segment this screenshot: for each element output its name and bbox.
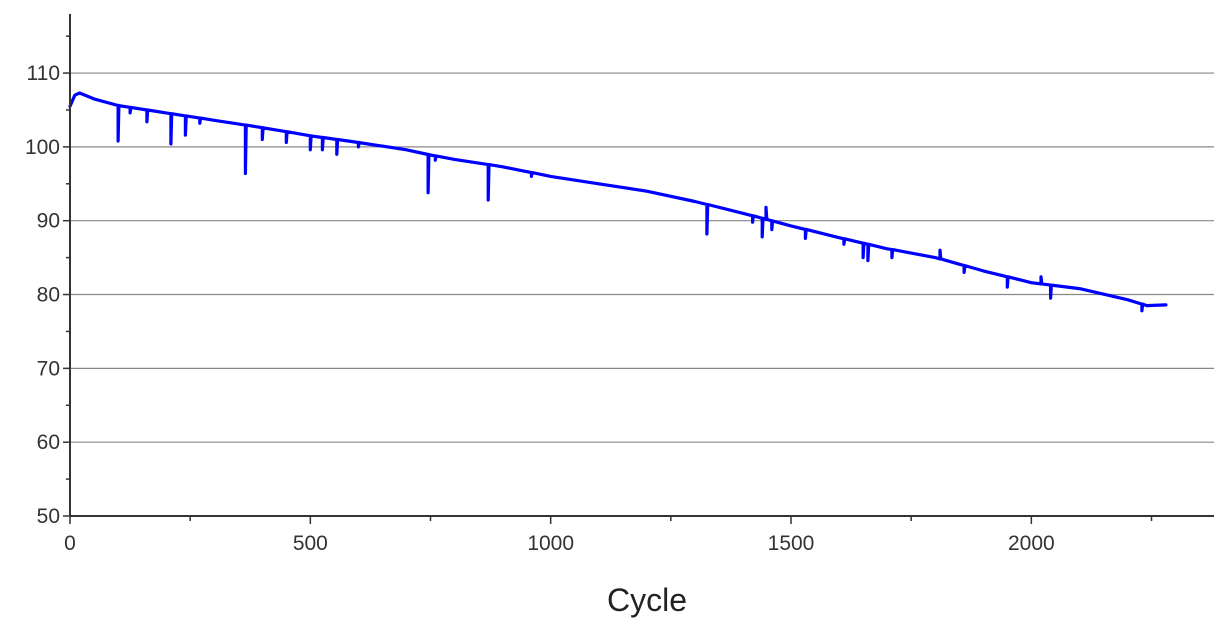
y-tick-label: 90: [37, 210, 60, 233]
x-tick-label: 1500: [768, 532, 815, 555]
x-tick-label: 1000: [527, 532, 574, 555]
y-tick-label: 110: [27, 62, 60, 85]
y-tick-label: 70: [37, 357, 60, 380]
x-tick-label: 2000: [1008, 532, 1055, 555]
y-tick-label: 100: [25, 136, 60, 159]
x-tick-label: 500: [293, 532, 328, 555]
series-group: [68, 91, 1168, 313]
y-tick-label: 60: [37, 431, 60, 454]
gridlines: [70, 72, 1214, 443]
y-ticks: 50 60 70 80 90 100 110: [25, 35, 70, 528]
axes: [69, 14, 1214, 517]
y-tick-label: 50: [37, 505, 60, 528]
x-axis-title: Cycle: [607, 582, 687, 618]
series-line: [68, 91, 1168, 313]
x-ticks: 0 500 1000 1500 2000: [64, 516, 1153, 555]
x-tick-label: 0: [64, 532, 76, 555]
y-tick-label: 80: [37, 284, 60, 307]
